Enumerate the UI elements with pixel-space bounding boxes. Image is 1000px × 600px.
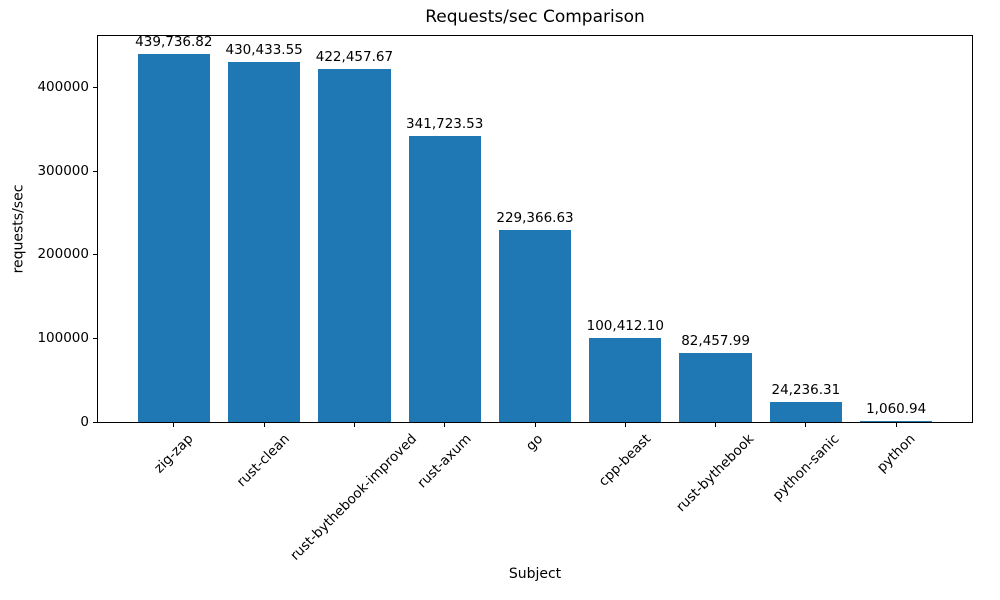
x-tick-label: python-sanic (769, 431, 843, 504)
bar-rust-bythebook (679, 353, 752, 422)
bar-rust-bythebook-improved (318, 68, 391, 422)
chart-title: Requests/sec Comparison (425, 7, 645, 27)
bar-value-label: 82,457.99 (681, 333, 750, 350)
bar-rust-clean (228, 62, 301, 422)
bar-value-label: 430,433.55 (225, 42, 303, 59)
x-tick-label: zig-zap (150, 431, 197, 477)
x-tick-label: rust-bythebook (673, 431, 758, 516)
x-tick-mark (444, 423, 446, 427)
bar-value-label: 341,723.53 (406, 116, 484, 133)
bar-cpp-beast (589, 338, 662, 422)
x-tick-label: python (873, 431, 919, 476)
x-tick-mark (173, 423, 175, 427)
y-tick-label: 100000 (37, 329, 89, 346)
bar-zig-zap (137, 54, 210, 422)
x-tick-mark (624, 423, 626, 427)
bar-value-label: 24,236.31 (771, 381, 841, 398)
x-tick-mark (715, 423, 717, 427)
x-axis-label: Subject (508, 566, 562, 582)
bar-value-label: 439,736.82 (135, 34, 213, 51)
bar-value-label: 229,366.63 (496, 210, 574, 227)
x-tick-label: rust-axum (414, 431, 475, 492)
bar-value-label: 422,457.67 (315, 48, 394, 65)
y-tick-label: 400000 (37, 79, 89, 96)
y-tick-label: 300000 (37, 162, 89, 179)
y-tick-mark (93, 421, 97, 423)
y-tick-mark (93, 170, 97, 172)
x-tick-mark (263, 423, 265, 427)
y-tick-label: 0 (80, 413, 89, 430)
x-tick-mark (353, 423, 355, 427)
x-tick-label: go (522, 431, 547, 455)
bar-python (860, 421, 933, 422)
x-tick-mark (895, 423, 897, 427)
bar-python-sanic (769, 401, 842, 422)
x-tick-mark (805, 423, 807, 427)
bar-value-label: 1,060.94 (866, 401, 927, 417)
x-tick-label: cpp-beast (595, 431, 655, 490)
bar-rust-axum (408, 136, 481, 422)
y-tick-mark (93, 87, 97, 89)
bar-go (498, 230, 572, 422)
y-tick-label: 200000 (37, 246, 89, 263)
x-tick-label: rust-bythebook-improved (287, 431, 421, 564)
x-tick-mark (534, 423, 536, 427)
plot-area: 439,736.82 430,433.55 422,457.67 341,723.53… (97, 34, 973, 423)
bar-value-label: 100,412.10 (586, 318, 664, 335)
x-tick-label: rust-clean (233, 431, 294, 491)
y-tick-mark (93, 254, 97, 256)
y-tick-mark (93, 337, 97, 339)
